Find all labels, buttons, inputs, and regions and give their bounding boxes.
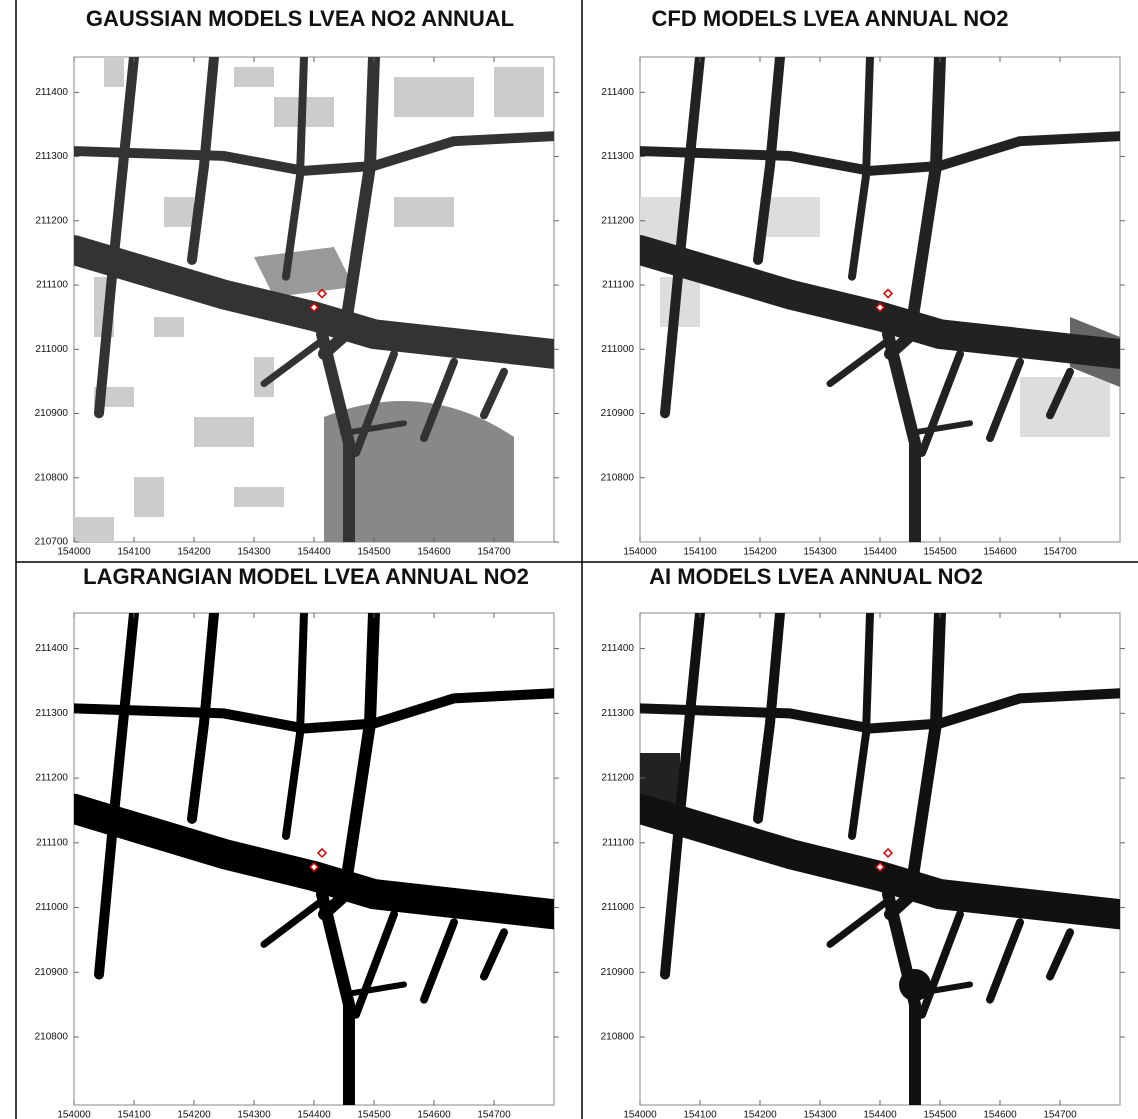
y-tick-label: 211100 <box>36 837 68 848</box>
y-tick-label: 210900 <box>601 408 635 419</box>
map-title: AI MODELS LVEA ANNUAL NO2 <box>649 564 983 589</box>
page: {"chart_data": [ {"type": "map", "title"… <box>0 0 1138 1119</box>
x-tick-label: 154400 <box>297 547 331 558</box>
x-tick-label: 154200 <box>743 547 777 558</box>
x-tick-label: 154400 <box>863 547 897 558</box>
y-tick-label: 211400 <box>601 87 634 98</box>
map-title: GAUSSIAN MODELS LVEA NO2 ANNUAL <box>86 6 514 31</box>
y-tick-label: 211100 <box>602 837 634 848</box>
y-tick-label: 211300 <box>601 708 634 719</box>
y-tick-label: 211300 <box>35 151 68 162</box>
x-tick-label: 154300 <box>803 1110 837 1119</box>
x-tick-label: 154300 <box>803 547 837 558</box>
x-tick-label: 154200 <box>177 547 211 558</box>
x-tick-label: 154100 <box>683 547 717 558</box>
y-tick-label: 210800 <box>35 472 69 483</box>
x-tick-label: 154500 <box>923 547 957 558</box>
x-tick-label: 154000 <box>57 547 91 558</box>
y-tick-label: 211100 <box>602 280 634 291</box>
y-tick-label: 210900 <box>601 967 635 978</box>
y-tick-label: 210900 <box>35 967 69 978</box>
plot-area <box>640 57 1120 542</box>
y-tick-label: 211000 <box>601 344 634 355</box>
y-tick-label: 211200 <box>601 773 634 784</box>
x-tick-label: 154300 <box>237 1110 271 1119</box>
y-tick-label: 211200 <box>35 215 68 226</box>
x-tick-label: 154700 <box>477 1110 511 1119</box>
panel <box>74 57 554 542</box>
plot-area <box>74 613 554 1105</box>
x-tick-label: 154500 <box>357 547 391 558</box>
x-tick-label: 154600 <box>417 1110 451 1119</box>
x-tick-label: 154500 <box>357 1110 391 1119</box>
y-tick-label: 211000 <box>35 902 68 913</box>
y-tick-label: 211000 <box>35 344 68 355</box>
y-tick-label: 210800 <box>601 472 635 483</box>
y-tick-label: 211400 <box>35 87 68 98</box>
x-tick-label: 154600 <box>983 1110 1017 1119</box>
x-tick-label: 154100 <box>117 1110 151 1119</box>
y-tick-label: 211200 <box>35 773 68 784</box>
y-tick-label: 210700 <box>35 537 69 548</box>
figure: GAUSSIAN MODELS LVEA NO2 ANNUAL 154000 154… <box>0 0 1138 1119</box>
y-tick-label: 210800 <box>35 1032 69 1043</box>
x-tick-label: 154000 <box>57 1110 91 1119</box>
x-tick-label: 154700 <box>1043 547 1077 558</box>
panel <box>74 613 554 1105</box>
y-tick-label: 211100 <box>36 280 68 291</box>
x-tick-label: 154700 <box>1043 1110 1077 1119</box>
x-tick-label: 154600 <box>983 547 1017 558</box>
x-tick-label: 154500 <box>923 1110 957 1119</box>
x-tick-label: 154700 <box>477 547 511 558</box>
map-title: LAGRANGIAN MODEL LVEA ANNUAL NO2 <box>83 564 529 589</box>
x-tick-label: 154600 <box>417 547 451 558</box>
x-tick-label: 154000 <box>623 1110 657 1119</box>
panel <box>640 613 1120 1105</box>
x-tick-label: 154200 <box>743 1110 777 1119</box>
x-tick-label: 154100 <box>683 1110 717 1119</box>
x-tick-label: 154000 <box>623 547 657 558</box>
y-tick-label: 211300 <box>601 151 634 162</box>
y-tick-label: 211400 <box>35 643 68 654</box>
y-tick-label: 211000 <box>601 902 634 913</box>
x-tick-label: 154300 <box>237 547 271 558</box>
y-tick-label: 211200 <box>601 215 634 226</box>
x-tick-label: 154400 <box>297 1110 331 1119</box>
y-tick-label: 211400 <box>601 643 634 654</box>
y-tick-label: 211300 <box>35 708 68 719</box>
x-tick-label: 154400 <box>863 1110 897 1119</box>
plot-area <box>640 613 1120 1105</box>
y-tick-label: 210800 <box>601 1032 635 1043</box>
x-tick-label: 154100 <box>117 547 151 558</box>
map-title: CFD MODELS LVEA ANNUAL NO2 <box>652 6 1009 31</box>
panel <box>640 57 1120 542</box>
y-tick-label: 210900 <box>35 408 69 419</box>
x-tick-label: 154200 <box>177 1110 211 1119</box>
